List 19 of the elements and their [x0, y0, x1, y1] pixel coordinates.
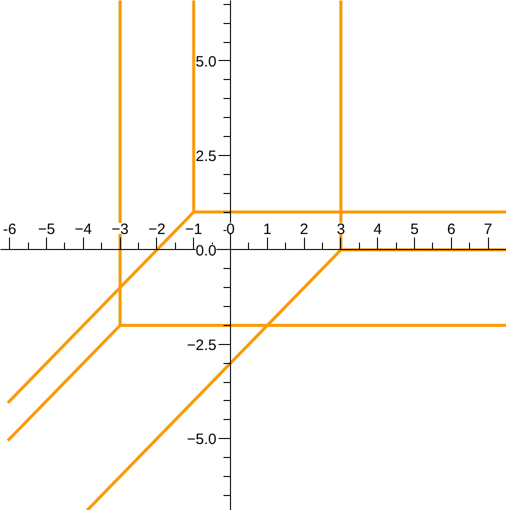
y-tick-label: 0.0: [196, 242, 217, 260]
x-tick-label: −1: [185, 220, 202, 238]
x-tick-label: 7: [484, 220, 492, 238]
x-tick-label: 2: [300, 220, 308, 238]
x-tick-label: 4: [374, 220, 382, 238]
x-tick-label: 0: [226, 220, 235, 238]
y-tick-label: 5.0: [196, 53, 217, 70]
x-tick-label: −2: [148, 220, 166, 238]
x-tick-label: −5: [38, 220, 56, 238]
x-tick-label: 3: [336, 220, 346, 238]
x-tick-label: 5: [410, 220, 419, 238]
y-tick-label: −5.0: [186, 431, 217, 448]
x-tick-label: −4: [74, 220, 92, 238]
y-tick-label: 2.5: [196, 148, 217, 165]
y-tick-label: −2.5: [186, 336, 217, 354]
x-tick-label: −3: [112, 220, 129, 238]
x-tick-label: 6: [447, 220, 456, 238]
x-tick-label: -6: [3, 220, 16, 238]
x-tick-label: 1: [263, 220, 272, 238]
